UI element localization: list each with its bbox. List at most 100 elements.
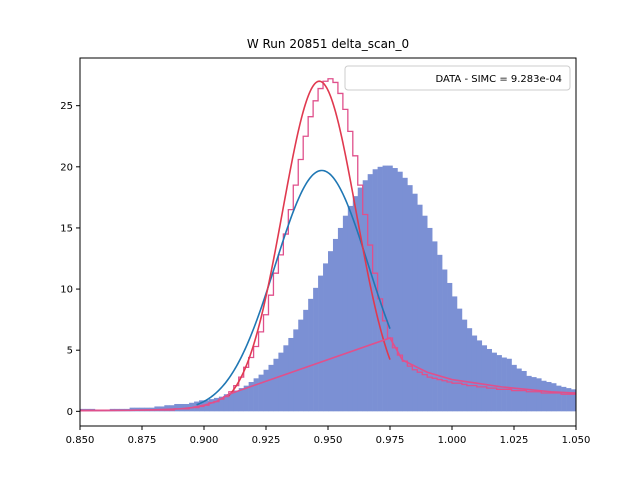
data-histogram-bar: [427, 227, 433, 412]
data-histogram-bar: [422, 215, 428, 412]
data-histogram-bar: [456, 308, 463, 412]
data-histogram-bar: [536, 378, 542, 412]
data-histogram-bar: [571, 389, 577, 412]
data-gaussian-fit-curve: [196, 169, 391, 406]
data-histogram-bar: [243, 385, 249, 412]
data-histogram-bar: [263, 369, 269, 412]
data-histogram-bar: [546, 381, 552, 412]
x-tick-label: 0.900: [190, 435, 219, 446]
legend-entry: DATA - SIMC = 9.283e-04: [436, 74, 562, 85]
y-tick-label: 5: [67, 346, 73, 357]
data-histogram-bar: [347, 205, 354, 412]
data-histogram-bar: [466, 328, 473, 412]
data-histogram-bar: [551, 383, 557, 412]
data-histogram-bar: [486, 348, 492, 412]
data-histogram-bar: [566, 388, 572, 412]
data-histogram-bar: [556, 385, 562, 412]
data-histogram-bar: [337, 227, 344, 412]
data-histogram-bar: [501, 357, 507, 412]
data-histogram-bar: [288, 337, 294, 412]
data-histogram-bar: [223, 394, 230, 412]
data-histogram-bar: [407, 185, 413, 412]
data-histogram-bar: [491, 352, 497, 412]
x-tick-label: 1.000: [438, 435, 467, 446]
x-tick-label: 0.925: [252, 435, 281, 446]
x-tick-label: 0.875: [128, 435, 157, 446]
y-axis: 0 5 10 15 20 25: [60, 101, 80, 418]
data-histogram-bar: [258, 374, 264, 412]
data-histogram-bar: [432, 241, 438, 412]
data-histogram-bar: [476, 340, 483, 412]
data-histogram-bar: [218, 396, 225, 412]
data-histogram-bar: [352, 196, 359, 412]
data-histogram-bar: [357, 187, 364, 412]
data-histogram-bar: [471, 335, 478, 412]
data-histogram-bar: [253, 378, 259, 412]
data-histogram-bar: [481, 345, 488, 412]
plot-area: [79, 78, 577, 412]
data-histogram-bar: [496, 355, 502, 412]
legend: DATA - SIMC = 9.283e-04: [344, 65, 571, 91]
data-histogram-bar: [323, 263, 329, 412]
data-histogram-bar: [561, 386, 567, 412]
y-tick-label: 25: [60, 101, 73, 112]
x-tick-label: 0.850: [66, 435, 95, 446]
data-histogram-bar: [328, 251, 334, 412]
data-histogram-bar: [298, 319, 304, 412]
data-histogram-bar: [233, 390, 240, 412]
data-histogram-bar: [154, 406, 160, 412]
data-histogram-bar: [213, 397, 220, 412]
data-histogram-bar: [208, 399, 215, 412]
simc-tail-curve: [79, 336, 577, 412]
data-histogram-bar: [372, 169, 378, 412]
data-histogram-bar: [402, 177, 408, 412]
data-histogram-bar: [318, 275, 324, 412]
data-histogram-bar: [397, 171, 403, 412]
data-histogram-bar: [392, 168, 398, 412]
data-histogram-bar: [174, 403, 180, 412]
data-histogram-bar: [332, 238, 339, 412]
data-histogram-bar: [273, 358, 279, 412]
y-tick-label: 15: [60, 223, 73, 234]
data-histogram-bar: [506, 358, 512, 412]
data-histogram-bar: [387, 165, 393, 412]
data-histogram-bar: [179, 403, 185, 412]
y-tick-label: 10: [60, 285, 73, 296]
x-tick-label: 1.050: [562, 435, 591, 446]
data-histogram-bar: [412, 193, 418, 412]
y-tick-label: 0: [67, 407, 73, 418]
data-histogram-bar: [228, 392, 235, 412]
data-histogram-bar: [382, 165, 388, 412]
data-histogram-bar: [452, 296, 458, 412]
data-histogram-bar: [377, 166, 383, 412]
data-histogram-bar: [437, 254, 443, 412]
data-histogram-bar: [442, 269, 448, 412]
x-tick-label: 0.950: [314, 435, 343, 446]
data-histogram-bar: [362, 180, 368, 412]
data-histogram-bar: [531, 377, 537, 412]
data-histogram-bar: [367, 174, 373, 412]
data-histogram-bar: [308, 298, 314, 412]
data-histogram-bar: [248, 381, 254, 412]
x-tick-label: 1.025: [500, 435, 529, 446]
x-axis: 0.850 0.875 0.900 0.925 0.950 0.975 1.000 1.025…: [66, 426, 591, 446]
data-histogram-bar: [169, 405, 175, 412]
legend-box: [344, 65, 571, 91]
data-histogram-bar: [238, 388, 244, 412]
chart-title: W Run 20851 delta_scan_0: [247, 37, 409, 51]
data-histogram-bar: [461, 319, 468, 412]
data-histogram-bar: [283, 345, 289, 412]
data-histogram-bar: [541, 380, 547, 412]
data-histogram-bar: [313, 287, 319, 412]
data-histogram-bar: [342, 215, 349, 412]
y-tick-label: 20: [60, 162, 73, 173]
data-histogram-bar: [303, 309, 309, 412]
data-histogram-bar: [417, 204, 423, 412]
x-tick-label: 0.975: [376, 435, 405, 446]
data-histogram-bar: [447, 282, 453, 412]
data-histogram-bar: [278, 352, 284, 412]
data-histogram-bar: [268, 364, 274, 412]
data-histogram-bar: [526, 375, 532, 412]
data-histogram-bar: [164, 405, 170, 412]
